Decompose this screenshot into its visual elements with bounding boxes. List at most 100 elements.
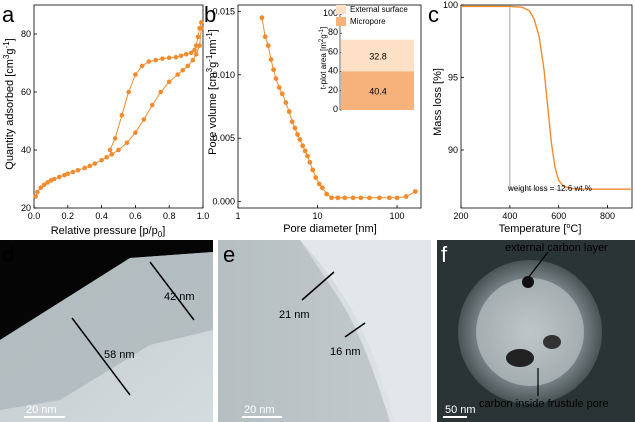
chart-a-xtick-label: 1.0: [197, 211, 210, 221]
chart-b-series-line: [261, 17, 416, 199]
tem-d-scale-label: 20 nm: [26, 404, 57, 416]
inset-bar-label: 40.4: [369, 87, 387, 97]
chart-b-point: [295, 132, 300, 137]
tem-f-pore: [476, 278, 584, 386]
legend-swatch-external: [336, 5, 346, 14]
chart-c-xlabel-end: C]: [570, 223, 581, 235]
tem-f-scale-label: 50 nm: [445, 404, 476, 416]
chart-a-point: [82, 165, 87, 171]
chart-a-xlabel-end: ]: [162, 225, 165, 237]
chart-b-point: [324, 191, 329, 197]
chart-a-point: [139, 63, 145, 69]
chart-b-ylabel-sup1: 3: [205, 67, 214, 72]
chart-a-ytick-label: 80: [21, 29, 31, 39]
chart-a-point: [33, 194, 38, 199]
chart-b-xtick-label: 10: [313, 211, 323, 221]
chart-a-point: [153, 57, 158, 63]
chart-a-ylabel-mid: g: [4, 48, 16, 54]
chart-c-ytick-label: 90: [448, 145, 458, 155]
tem-d-label-2: 58 nm: [104, 349, 135, 361]
chart-b-point: [273, 76, 279, 81]
chart-a-point: [92, 161, 98, 166]
chart-c-series: [461, 5, 632, 190]
chart-a-point: [124, 140, 130, 146]
chart-b-xlabel: Pore diameter [nm]: [283, 223, 377, 235]
chart-a-ylabel-sup2: -1: [2, 41, 11, 49]
chart-b-point: [259, 15, 265, 21]
chart-a-xtick-label: 0.2: [62, 211, 75, 221]
chart-a-point: [180, 67, 186, 73]
legend-label-external: External surface: [350, 5, 408, 14]
chart-b-point: [350, 195, 356, 201]
chart-b-ytick-label: 0.005: [212, 133, 235, 143]
panel-letter-b: b: [204, 2, 216, 27]
chart-b-point: [262, 34, 268, 40]
chart-a-point: [51, 176, 57, 182]
chart-c-annotation: weight loss = 12.6 wt.%: [507, 184, 592, 193]
chart-a-point: [173, 54, 179, 60]
chart-a-axes: 0.0 0.2 0.4 0.6 0.8 1.0 20 40 60 80: [21, 4, 210, 221]
chart-c-ylabel: Mass loss [%]: [432, 68, 444, 136]
chart-a-point: [193, 52, 199, 57]
chart-a-point: [41, 182, 47, 188]
panel-e: 21 nm 16 nm e 20 nm: [218, 240, 431, 422]
tem-d-label-1: 42 nm: [164, 291, 195, 303]
chart-a-point: [160, 56, 165, 61]
inset-ylabel-end: ]: [319, 27, 328, 29]
chart-a-xtick-label: 0.6: [129, 211, 142, 221]
chart-a-point: [107, 147, 113, 153]
chart-a-point: [146, 59, 152, 64]
tem-d-scale-bar: [24, 416, 65, 418]
chart-a-point: [112, 136, 118, 141]
chart-a-ytick-label: 60: [21, 87, 31, 97]
panel-letter-a: a: [2, 2, 15, 27]
chart-b-point: [358, 195, 364, 201]
chart-b-ylabel: Pore volume [cm3g-1nm-1]: [205, 29, 219, 155]
chart-b-ylabel-main: Pore volume [cm: [207, 72, 219, 155]
chart-c-xtick-label: 400: [502, 211, 517, 221]
tem-e-scale-label: 20 nm: [244, 404, 275, 416]
chart-b-ylabel-end: ]: [207, 29, 219, 32]
tem-d-carbon-layer: [0, 252, 213, 410]
chart-a-point: [57, 174, 62, 180]
tem-e-outer: [300, 240, 431, 422]
tem-e-shell: [218, 240, 390, 422]
inset-ylabel-sup: 2: [319, 38, 325, 42]
chart-b-point: [292, 125, 298, 131]
chart-a-point: [199, 20, 204, 25]
chart-b-point: [289, 119, 295, 125]
tem-e-measure-line-2: [344, 322, 366, 338]
tem-e-label-2: 16 nm: [330, 346, 361, 358]
inset-ytick-label: 60: [328, 46, 338, 56]
inset-ytick-label: 0: [333, 104, 338, 114]
chart-b-point: [302, 148, 308, 154]
chart-b-point: [394, 195, 400, 201]
chart-a-point: [119, 112, 125, 118]
chart-b-series: [259, 15, 418, 201]
chart-a-point: [190, 57, 196, 63]
chart-a-frame: [33, 4, 204, 209]
chart-a-point: [185, 63, 191, 69]
inset-bar-external-surface: [341, 39, 414, 72]
chart-b-point: [286, 109, 292, 114]
inset-ylabel-sup2: -1: [319, 28, 325, 34]
chart-a-point: [197, 25, 202, 31]
chart-a-point: [75, 168, 81, 173]
chart-b-point: [342, 195, 348, 201]
legend-label-micropore: Micropore: [350, 17, 386, 26]
chart-b-point: [412, 189, 418, 194]
chart-b-point: [265, 43, 271, 48]
chart-b-frame: [237, 4, 422, 209]
chart-c-xlabel: Temperature [oC]: [499, 223, 582, 235]
chart-a-series-line: [35, 28, 202, 197]
chart-a-xtick-label: 0.4: [95, 211, 108, 221]
chart-b-ytick-label: 0.000: [212, 197, 235, 207]
chart-a-point: [109, 152, 115, 157]
inset-ytick-label: 20: [328, 85, 338, 95]
chart-b-point: [297, 137, 303, 142]
chart-c-xtick-label: 200: [453, 211, 468, 221]
chart-b-point: [386, 195, 392, 201]
chart-b-point: [268, 57, 274, 62]
chart-a-ylabel-sup1: 3: [2, 54, 11, 59]
chart-b-point: [403, 194, 409, 199]
